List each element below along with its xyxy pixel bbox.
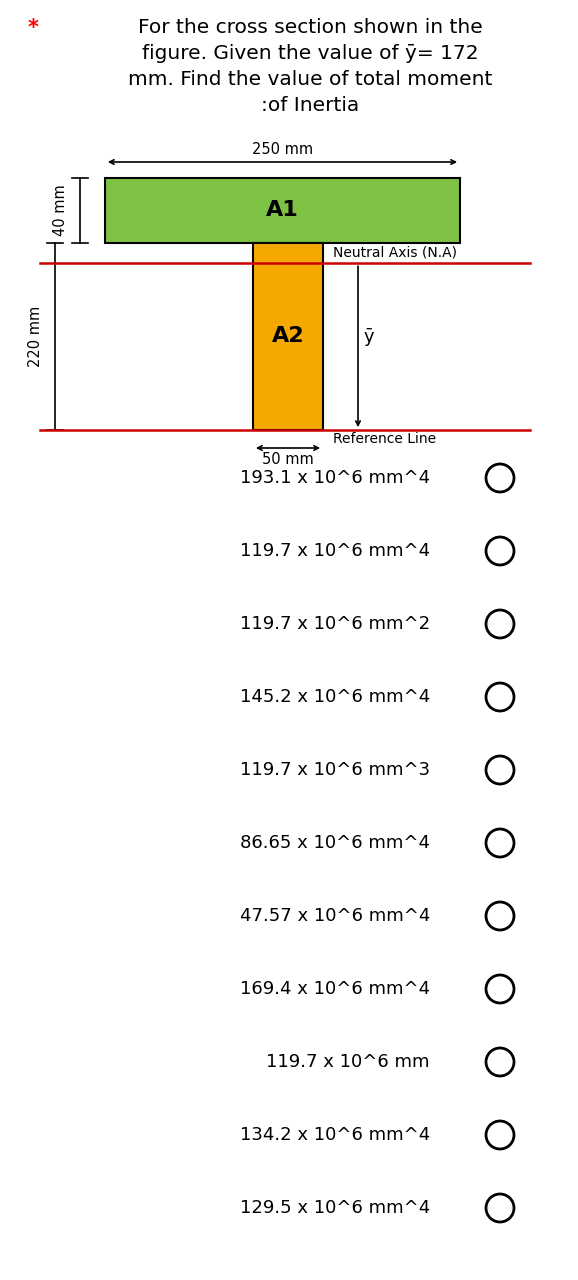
Text: figure. Given the value of ȳ= 172: figure. Given the value of ȳ= 172: [142, 44, 479, 63]
Bar: [253, 243, 323, 430]
Text: ȳ: ȳ: [364, 328, 375, 346]
Text: 47.57 x 10^6 mm^4: 47.57 x 10^6 mm^4: [240, 908, 430, 925]
Text: 119.7 x 10^6 mm: 119.7 x 10^6 mm: [266, 1053, 430, 1071]
Text: 119.7 x 10^6 mm^4: 119.7 x 10^6 mm^4: [240, 541, 430, 561]
Text: 250 mm: 250 mm: [252, 142, 313, 157]
Bar: [105, 178, 460, 243]
Text: 193.1 x 10^6 mm^4: 193.1 x 10^6 mm^4: [240, 468, 430, 486]
Text: 134.2 x 10^6 mm^4: 134.2 x 10^6 mm^4: [240, 1126, 430, 1144]
Text: 40 mm: 40 mm: [53, 184, 68, 237]
Text: :of Inertia: :of Inertia: [261, 96, 359, 115]
Text: For the cross section shown in the: For the cross section shown in the: [138, 18, 483, 37]
Text: 86.65 x 10^6 mm^4: 86.65 x 10^6 mm^4: [240, 835, 430, 852]
Text: Reference Line: Reference Line: [333, 431, 436, 445]
Text: A1: A1: [266, 201, 299, 220]
Text: mm. Find the value of total moment: mm. Find the value of total moment: [128, 70, 492, 90]
Text: 119.7 x 10^6 mm^3: 119.7 x 10^6 mm^3: [240, 762, 430, 780]
Text: A2: A2: [272, 326, 304, 347]
Text: 220 mm: 220 mm: [28, 306, 43, 367]
Text: Neutral Axis (N.A): Neutral Axis (N.A): [333, 246, 457, 260]
Text: 169.4 x 10^6 mm^4: 169.4 x 10^6 mm^4: [240, 980, 430, 998]
Text: 145.2 x 10^6 mm^4: 145.2 x 10^6 mm^4: [240, 689, 430, 707]
Text: 50 mm: 50 mm: [262, 452, 314, 467]
Text: 129.5 x 10^6 mm^4: 129.5 x 10^6 mm^4: [240, 1199, 430, 1217]
Text: *: *: [28, 18, 39, 38]
Text: 119.7 x 10^6 mm^2: 119.7 x 10^6 mm^2: [240, 614, 430, 634]
